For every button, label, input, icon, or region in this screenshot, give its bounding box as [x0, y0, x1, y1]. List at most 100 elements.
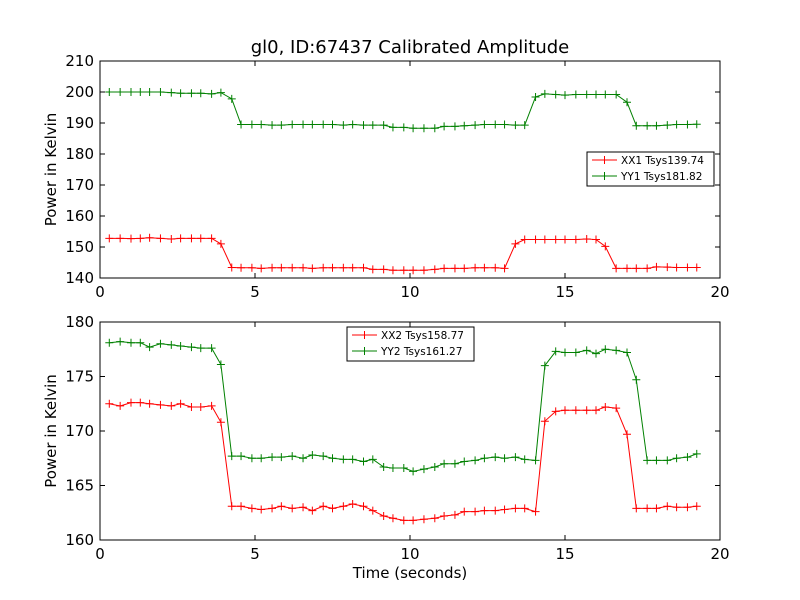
data-point	[652, 262, 661, 271]
data-point	[187, 343, 196, 352]
data-point	[540, 235, 549, 244]
data-point	[643, 504, 652, 513]
data-point	[145, 233, 154, 242]
data-point	[237, 120, 246, 129]
data-point	[409, 516, 418, 525]
data-point	[359, 502, 368, 511]
data-point	[105, 88, 114, 96]
data-point	[692, 502, 701, 511]
data-point	[339, 263, 348, 272]
data-point	[176, 89, 185, 98]
data-point	[176, 341, 185, 350]
data-point	[531, 92, 540, 101]
data-point	[339, 121, 348, 130]
data-point	[520, 121, 529, 130]
data-point	[652, 121, 661, 130]
data-point	[460, 121, 469, 130]
data-point	[207, 234, 216, 243]
legend-label: YY1 Tsys181.82	[620, 171, 702, 183]
data-point	[480, 263, 489, 272]
data-point	[288, 504, 297, 513]
data-point	[328, 504, 337, 513]
data-point	[399, 266, 408, 275]
legend-box	[346, 326, 475, 362]
data-point	[247, 454, 256, 463]
chart-title: gl0, ID:67437 Calibrated Amplitude	[251, 37, 570, 58]
data-point	[672, 263, 681, 272]
data-point	[299, 503, 308, 512]
data-point	[388, 123, 397, 132]
data-point	[520, 504, 529, 513]
data-point	[328, 454, 337, 463]
data-point	[632, 375, 641, 384]
data-point	[247, 263, 256, 272]
data-point	[430, 265, 439, 274]
data-point	[348, 120, 357, 129]
data-point	[632, 121, 641, 130]
data-point	[328, 120, 337, 129]
data-point	[643, 456, 652, 465]
data-point	[592, 90, 600, 99]
data-point	[268, 263, 277, 272]
data-point	[136, 338, 145, 347]
data-point	[612, 90, 621, 99]
data-point	[388, 514, 397, 523]
data-point	[491, 263, 500, 272]
data-point	[672, 454, 681, 463]
data-point	[216, 239, 225, 248]
x-tick-label: 15	[555, 545, 574, 563]
data-point	[480, 120, 489, 129]
data-point	[571, 406, 580, 415]
x-tick-label: 20	[710, 545, 729, 563]
data-point	[409, 266, 418, 275]
data-point	[623, 98, 631, 107]
data-point	[672, 120, 681, 129]
data-point	[379, 265, 388, 274]
y-tick-label: 180	[65, 145, 94, 163]
data-point	[571, 348, 580, 357]
data-point	[601, 90, 610, 99]
data-point	[571, 235, 580, 244]
data-point	[247, 120, 256, 129]
data-point	[592, 235, 600, 244]
data-point	[683, 503, 692, 512]
data-point	[440, 122, 449, 131]
data-point	[216, 88, 225, 97]
series-2	[105, 88, 701, 133]
data-point	[561, 348, 569, 357]
data-point	[623, 430, 631, 439]
data-point	[409, 467, 418, 476]
data-point	[359, 457, 368, 466]
data-point	[277, 453, 286, 462]
data-point	[105, 399, 114, 408]
legend-marker	[600, 172, 609, 180]
y-axis-label: Power in Kelvin	[42, 113, 60, 227]
data-point	[601, 242, 610, 251]
data-point	[156, 88, 165, 96]
data-point	[531, 235, 540, 244]
data-point	[419, 465, 428, 474]
data-point	[592, 406, 600, 415]
data-point	[491, 453, 500, 462]
data-point	[319, 452, 328, 461]
data-point	[277, 502, 286, 511]
data-point	[328, 263, 337, 272]
data-point	[299, 263, 308, 272]
y-tick-label: 165	[65, 477, 94, 495]
data-point	[601, 403, 610, 412]
data-point	[652, 504, 661, 513]
data-point	[368, 265, 377, 274]
data-point	[672, 503, 681, 512]
data-point	[632, 504, 641, 513]
series-1	[105, 233, 701, 275]
series-1	[105, 398, 701, 525]
data-point	[409, 124, 418, 133]
data-point	[116, 337, 125, 346]
data-point	[319, 263, 328, 272]
data-point	[288, 120, 297, 129]
data-point	[643, 264, 652, 273]
data-point	[399, 464, 408, 473]
data-point	[167, 401, 176, 410]
data-point	[623, 264, 631, 273]
data-point	[471, 507, 480, 516]
